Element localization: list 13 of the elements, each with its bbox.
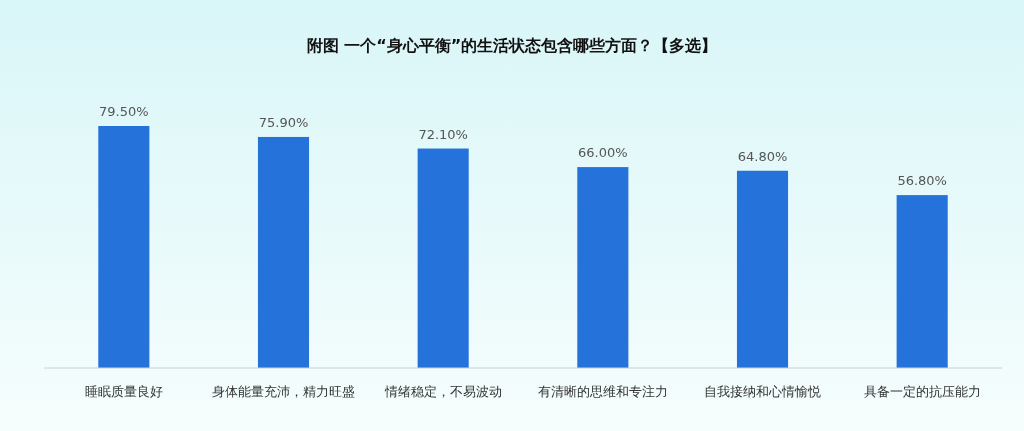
chart-title: 附图 一个“身心平衡”的生活状态包含哪些方面？【多选】: [306, 36, 718, 55]
data-label: 75.90%: [258, 114, 309, 130]
x-tick-label: 身体能量充沛，精力旺盛: [212, 384, 355, 399]
x-tick-label: 自我接纳和心情愉悦: [704, 384, 821, 399]
data-label: 56.80%: [897, 173, 947, 189]
x-tick-label: 具备一定的抗压能力: [863, 384, 981, 399]
data-label: 79.50%: [99, 104, 149, 119]
x-tick-label: 有清晰的思维和专注力: [537, 384, 668, 399]
x-tick-label: 睡眠质量良好: [84, 384, 163, 399]
data-label: 64.80%: [737, 148, 788, 164]
data-label: 66.00%: [578, 145, 628, 161]
data-label: 72.10%: [418, 126, 468, 142]
x-tick-label: 情绪稳定，不易波动: [383, 384, 502, 399]
